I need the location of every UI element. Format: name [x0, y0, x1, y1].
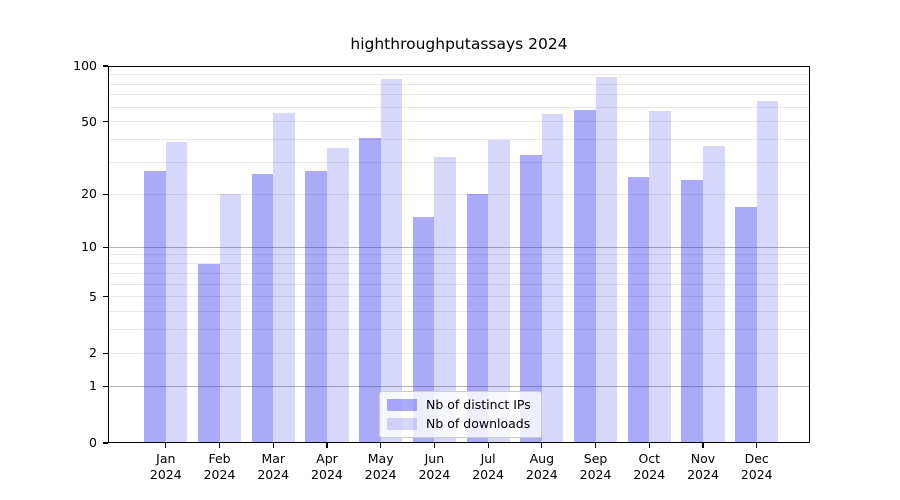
bar-distinct-ips-jun — [412, 216, 435, 443]
gridline-major-10 — [108, 246, 810, 248]
y-tick-mark-0 — [103, 442, 108, 444]
gridline-minor-3 — [108, 329, 810, 331]
bar-distinct-ips-feb — [197, 263, 220, 443]
bar-downloads-mar — [273, 112, 295, 443]
x-tick-label-jul: Jul 2024 — [472, 451, 505, 482]
gridline-minor-8 — [108, 263, 810, 264]
bar-downloads-sep — [595, 77, 618, 443]
gridline-minor-6 — [108, 283, 810, 285]
x-tick-label-jun: Jun 2024 — [418, 451, 451, 482]
x-tick-label-aug: Aug 2024 — [525, 451, 558, 482]
x-tick-mark-dec — [756, 443, 758, 448]
x-tick-mark-mar — [272, 443, 274, 448]
y-tick-label-100: 100 — [73, 58, 97, 73]
x-tick-mark-sep — [594, 443, 597, 448]
bar-distinct-ips-jan — [144, 170, 166, 443]
x-tick-label-dec: Dec 2024 — [740, 451, 773, 482]
legend-label-downloads: Nb of downloads — [426, 416, 531, 431]
y-tick-mark-1 — [103, 385, 108, 387]
bar-distinct-ips-jul — [466, 194, 489, 443]
bar-downloads-jul — [488, 139, 510, 443]
y-tick-mark-50 — [103, 121, 108, 123]
legend-item-distinct-ips: Nb of distinct IPs — [387, 398, 531, 412]
gridline-minor-80 — [108, 83, 810, 85]
y-tick-mark-20 — [103, 193, 108, 195]
bar-downloads-aug — [541, 114, 564, 443]
bar-downloads-nov — [703, 145, 725, 443]
gridline-major-100 — [108, 65, 810, 67]
x-tick-mark-jan — [165, 443, 167, 448]
gridline-minor-4 — [108, 311, 810, 313]
bar-downloads-dec — [756, 100, 779, 443]
x-tick-mark-apr — [326, 443, 328, 448]
y-tick-mark-2 — [103, 352, 108, 354]
gridline-minor-2 — [108, 352, 810, 354]
gridline-minor-60 — [108, 106, 810, 108]
bar-distinct-ips-apr — [305, 170, 327, 443]
x-tick-label-nov: Nov 2024 — [687, 451, 719, 482]
x-tick-mark-jul — [487, 443, 489, 448]
gridline-minor-9 — [108, 254, 810, 256]
legend-label-distinct-ips: Nb of distinct IPs — [426, 397, 531, 412]
x-tick-mark-nov — [702, 443, 704, 448]
gridline-minor-70 — [108, 94, 810, 96]
gridline-minor-7 — [108, 272, 810, 274]
y-tick-label-10: 10 — [81, 239, 97, 255]
gridline-minor-50 — [108, 121, 810, 123]
x-tick-label-feb: Feb 2024 — [203, 451, 236, 482]
x-tick-label-sep: Sep 2024 — [579, 451, 612, 482]
gridline-minor-5 — [108, 296, 810, 298]
gridline-minor-30 — [108, 161, 810, 163]
bar-downloads-oct — [649, 111, 671, 443]
x-tick-mark-feb — [218, 443, 221, 448]
plot-area — [108, 65, 810, 443]
x-tick-label-oct: Oct 2024 — [633, 451, 666, 482]
bar-distinct-ips-aug — [520, 154, 542, 443]
bar-downloads-feb — [219, 194, 242, 443]
x-tick-mark-aug — [541, 443, 543, 448]
bar-distinct-ips-sep — [573, 109, 596, 443]
legend-swatch-distinct-ips — [387, 399, 417, 411]
y-tick-label-5: 5 — [89, 288, 97, 304]
x-tick-mark-jun — [433, 443, 435, 448]
bar-distinct-ips-mar — [251, 173, 274, 443]
y-tick-mark-10 — [103, 246, 108, 248]
bar-downloads-may — [380, 79, 403, 443]
y-tick-mark-100 — [103, 65, 108, 67]
bar-distinct-ips-oct — [627, 176, 650, 443]
legend-swatch-downloads — [387, 418, 417, 430]
y-tick-mark-5 — [103, 296, 108, 298]
bar-downloads-jan — [165, 141, 188, 443]
y-tick-label-20: 20 — [81, 186, 97, 202]
bar-downloads-jun — [434, 157, 456, 443]
gridline-minor-20 — [108, 193, 810, 195]
legend: Nb of distinct IPs Nb of downloads — [379, 391, 542, 438]
y-tick-label-2: 2 — [89, 345, 97, 361]
x-tick-label-may: May 2024 — [364, 451, 397, 482]
x-tick-label-jan: Jan 2024 — [149, 451, 182, 482]
bar-distinct-ips-nov — [681, 180, 703, 443]
x-tick-mark-oct — [648, 443, 650, 448]
y-tick-label-1: 1 — [89, 378, 97, 394]
y-tick-label-0: 0 — [89, 435, 97, 450]
legend-item-downloads: Nb of downloads — [387, 417, 531, 431]
bar-distinct-ips-may — [359, 137, 381, 443]
gridline-minor-40 — [108, 139, 810, 141]
bar-downloads-apr — [326, 148, 349, 443]
x-tick-label-mar: Mar 2024 — [257, 451, 290, 482]
chart-title: highthroughputassays 2024 — [350, 35, 568, 53]
x-tick-mark-may — [380, 443, 382, 448]
gridline-major-1 — [108, 385, 810, 387]
y-tick-label-50: 50 — [81, 113, 97, 129]
x-tick-label-apr: Apr 2024 — [311, 451, 343, 482]
gridline-minor-90 — [108, 74, 810, 76]
bar-distinct-ips-dec — [735, 206, 757, 443]
